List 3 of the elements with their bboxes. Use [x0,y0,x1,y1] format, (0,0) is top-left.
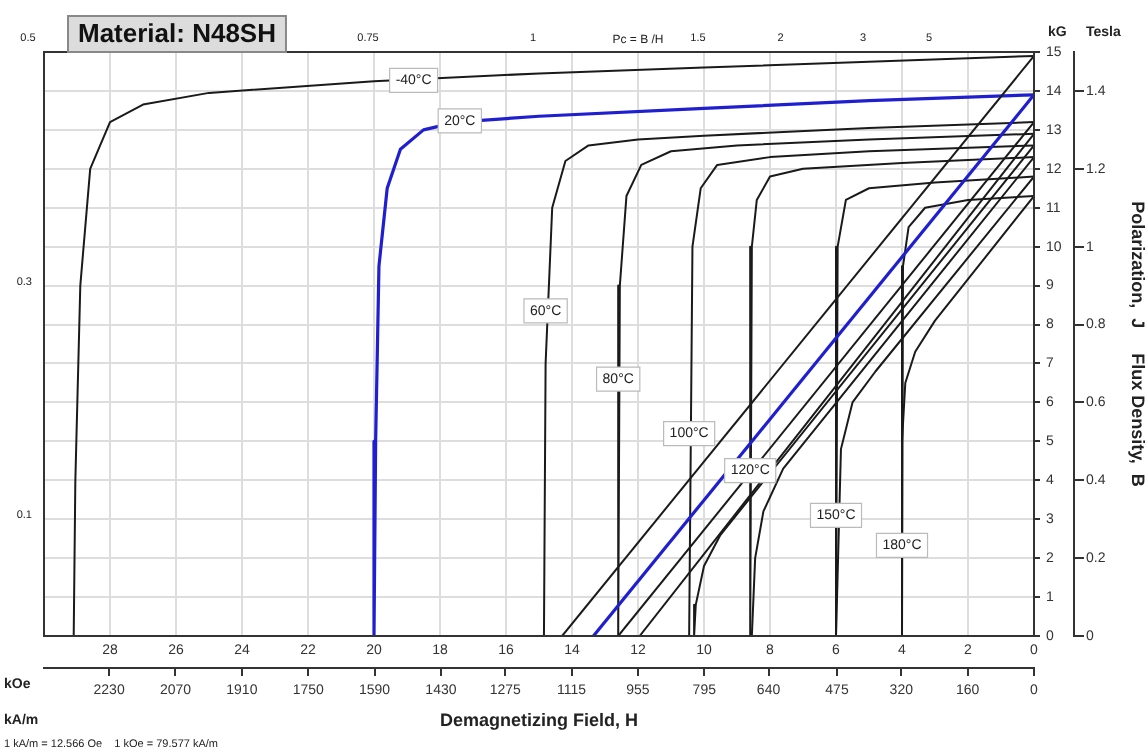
x-axis-title: Demagnetizing Field, H [439,710,639,731]
y2-axis-title: Polarization, J Flux Density, B [1128,201,1148,488]
chart-title: Material: N48SH [78,18,276,49]
